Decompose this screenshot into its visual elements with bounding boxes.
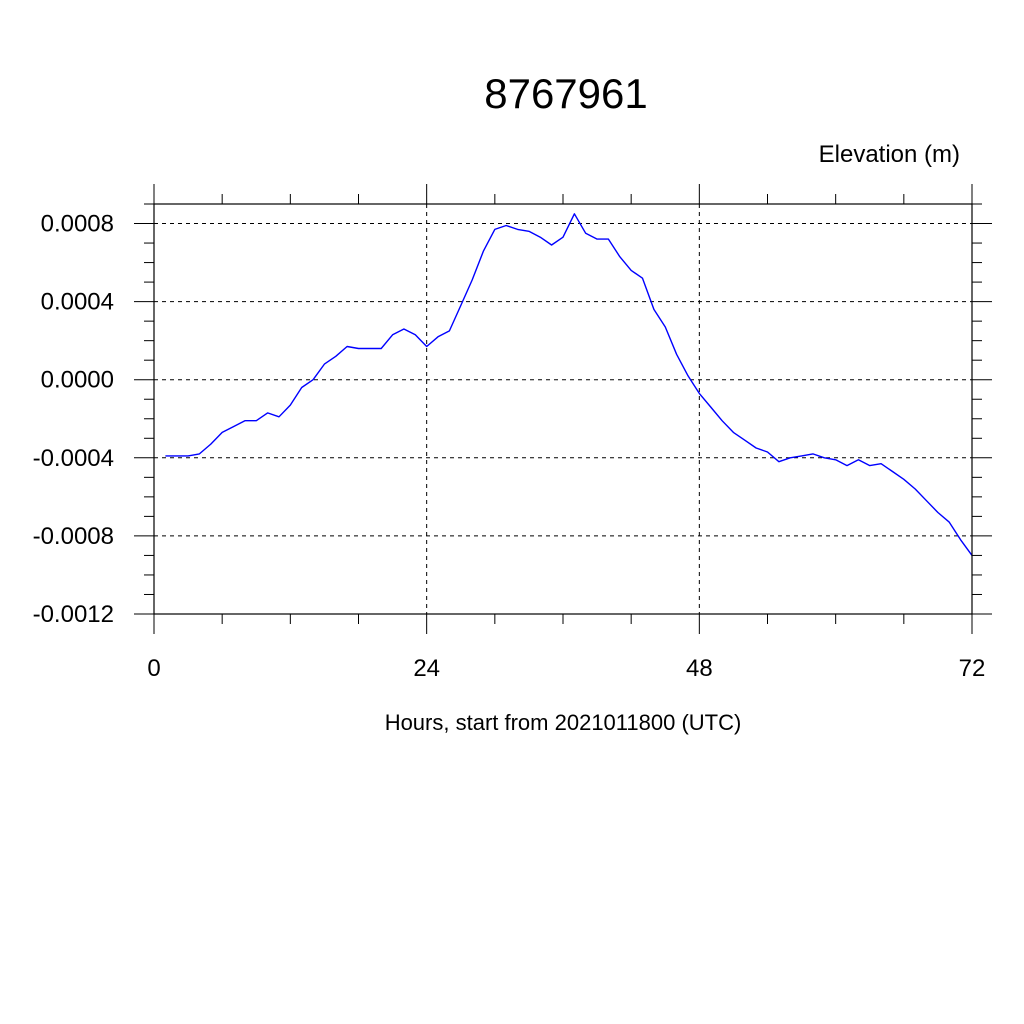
y-tick-label: -0.0012	[33, 601, 114, 628]
series-group	[165, 213, 973, 556]
plot-frame	[153, 203, 973, 615]
x-axis-label: Hours, start from 2021011800 (UTC)	[385, 710, 742, 735]
x-tick-label: 72	[959, 655, 986, 682]
y-tick-label: 0.0008	[41, 211, 114, 238]
x-tick-labels: 0 24 48 72	[147, 655, 985, 682]
y-tick-label: -0.0008	[33, 523, 114, 550]
y-tick-labels: -0.0012 -0.0008 -0.0004 0.0000 0.0004 0.0008	[33, 211, 114, 628]
y-tick-label: -0.0004	[33, 445, 114, 472]
units-label: Elevation (m)	[819, 141, 960, 168]
x-tick-label: 0	[147, 655, 160, 682]
x-tick-label: 24	[413, 655, 440, 682]
y-tick-label: 0.0000	[41, 367, 114, 394]
series-line	[165, 213, 973, 556]
x-tick-label: 48	[686, 655, 713, 682]
grid-lines	[154, 204, 972, 614]
axis-ticks	[134, 184, 992, 634]
chart-title: 8767961	[484, 70, 648, 117]
y-tick-label: 0.0004	[41, 289, 114, 316]
